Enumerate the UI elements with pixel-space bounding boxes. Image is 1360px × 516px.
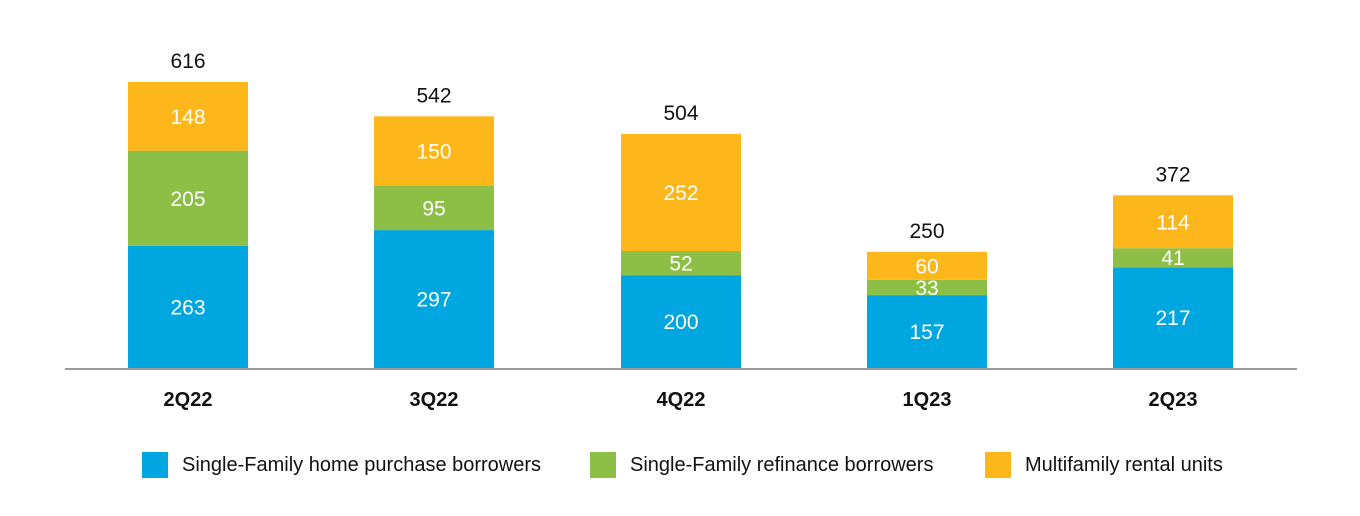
- bar-3Q22-purchase: [374, 230, 494, 368]
- bar-4Q22-refinance: [621, 251, 741, 276]
- bar-4Q22-multifamily: [621, 134, 741, 251]
- data-label-4Q22-purchase: 200: [663, 311, 698, 334]
- bars-layer: 263 205 148 616 297 95 150 542 200 52 252 504 157 336…: [128, 50, 1233, 368]
- x-tick-label-1Q23: 1Q23: [903, 389, 952, 411]
- total-label-3Q22: 542: [416, 84, 451, 107]
- bar-1Q23-purchase: [867, 295, 987, 368]
- x-tick-label-4Q22: 4Q22: [657, 389, 706, 411]
- legend-swatch-purchase: [142, 452, 168, 478]
- data-label-1Q23-multifamily: 60: [915, 255, 938, 278]
- legend-swatch-refinance: [590, 452, 616, 478]
- total-label-2Q23: 372: [1155, 163, 1190, 186]
- data-label-4Q22-multifamily: 252: [663, 182, 698, 205]
- legend-item-purchase: Single-Family home purchase borrowers: [142, 452, 541, 478]
- bar-4Q22-purchase: [621, 275, 741, 368]
- total-label-4Q22: 504: [663, 102, 698, 125]
- legend: Single-Family home purchase borrowers Si…: [0, 452, 1360, 482]
- bar-2Q23-multifamily: [1113, 195, 1233, 249]
- data-label-2Q23-purchase: 217: [1155, 307, 1190, 330]
- legend-swatch-multifamily: [985, 452, 1011, 478]
- bar-2Q22-refinance: [128, 150, 248, 246]
- bar-3Q22-multifamily: [374, 116, 494, 186]
- bar-2Q22-multifamily: [128, 82, 248, 151]
- total-label-1Q23: 250: [909, 220, 944, 243]
- bar-3Q22-refinance: [374, 186, 494, 231]
- data-label-2Q23-refinance: 41: [1161, 247, 1184, 270]
- bar-1Q23-refinance: [867, 279, 987, 296]
- data-label-2Q22-multifamily: 148: [170, 106, 205, 129]
- data-label-3Q22-refinance: 95: [422, 198, 445, 221]
- bar-1Q23-multifamily: [867, 251, 987, 280]
- legend-label-multifamily: Multifamily rental units: [1025, 453, 1223, 476]
- stacked-bar-chart: 263 205 148 616 297 95 150 542 200 52 252 504 157 336…: [65, 50, 1297, 411]
- x-tick-label-3Q22: 3Q22: [410, 389, 459, 411]
- data-label-2Q22-refinance: 205: [170, 188, 205, 211]
- data-label-2Q22-purchase: 263: [170, 296, 205, 319]
- data-label-3Q22-purchase: 297: [416, 289, 451, 312]
- category-labels: 2Q22 3Q22 4Q22 1Q23 2Q23: [164, 389, 1198, 411]
- total-label-2Q22: 616: [170, 50, 205, 73]
- legend-item-refinance: Single-Family refinance borrowers: [590, 452, 933, 478]
- data-label-1Q23-refinance: 33: [915, 277, 938, 300]
- bar-2Q22-purchase: [128, 245, 248, 368]
- legend-item-multifamily: Multifamily rental units: [985, 452, 1223, 478]
- legend-label-refinance: Single-Family refinance borrowers: [630, 453, 934, 476]
- x-tick-label-2Q22: 2Q22: [164, 389, 213, 411]
- data-label-3Q22-multifamily: 150: [416, 141, 451, 164]
- legend-label-purchase: Single-Family home purchase borrowers: [182, 453, 542, 476]
- bar-2Q23-refinance: [1113, 248, 1233, 268]
- data-label-2Q23-multifamily: 114: [1156, 211, 1190, 234]
- bar-2Q23-purchase: [1113, 267, 1233, 368]
- data-label-4Q22-refinance: 52: [669, 253, 692, 276]
- data-label-1Q23-purchase: 157: [909, 321, 944, 344]
- x-tick-label-2Q23: 2Q23: [1149, 389, 1198, 411]
